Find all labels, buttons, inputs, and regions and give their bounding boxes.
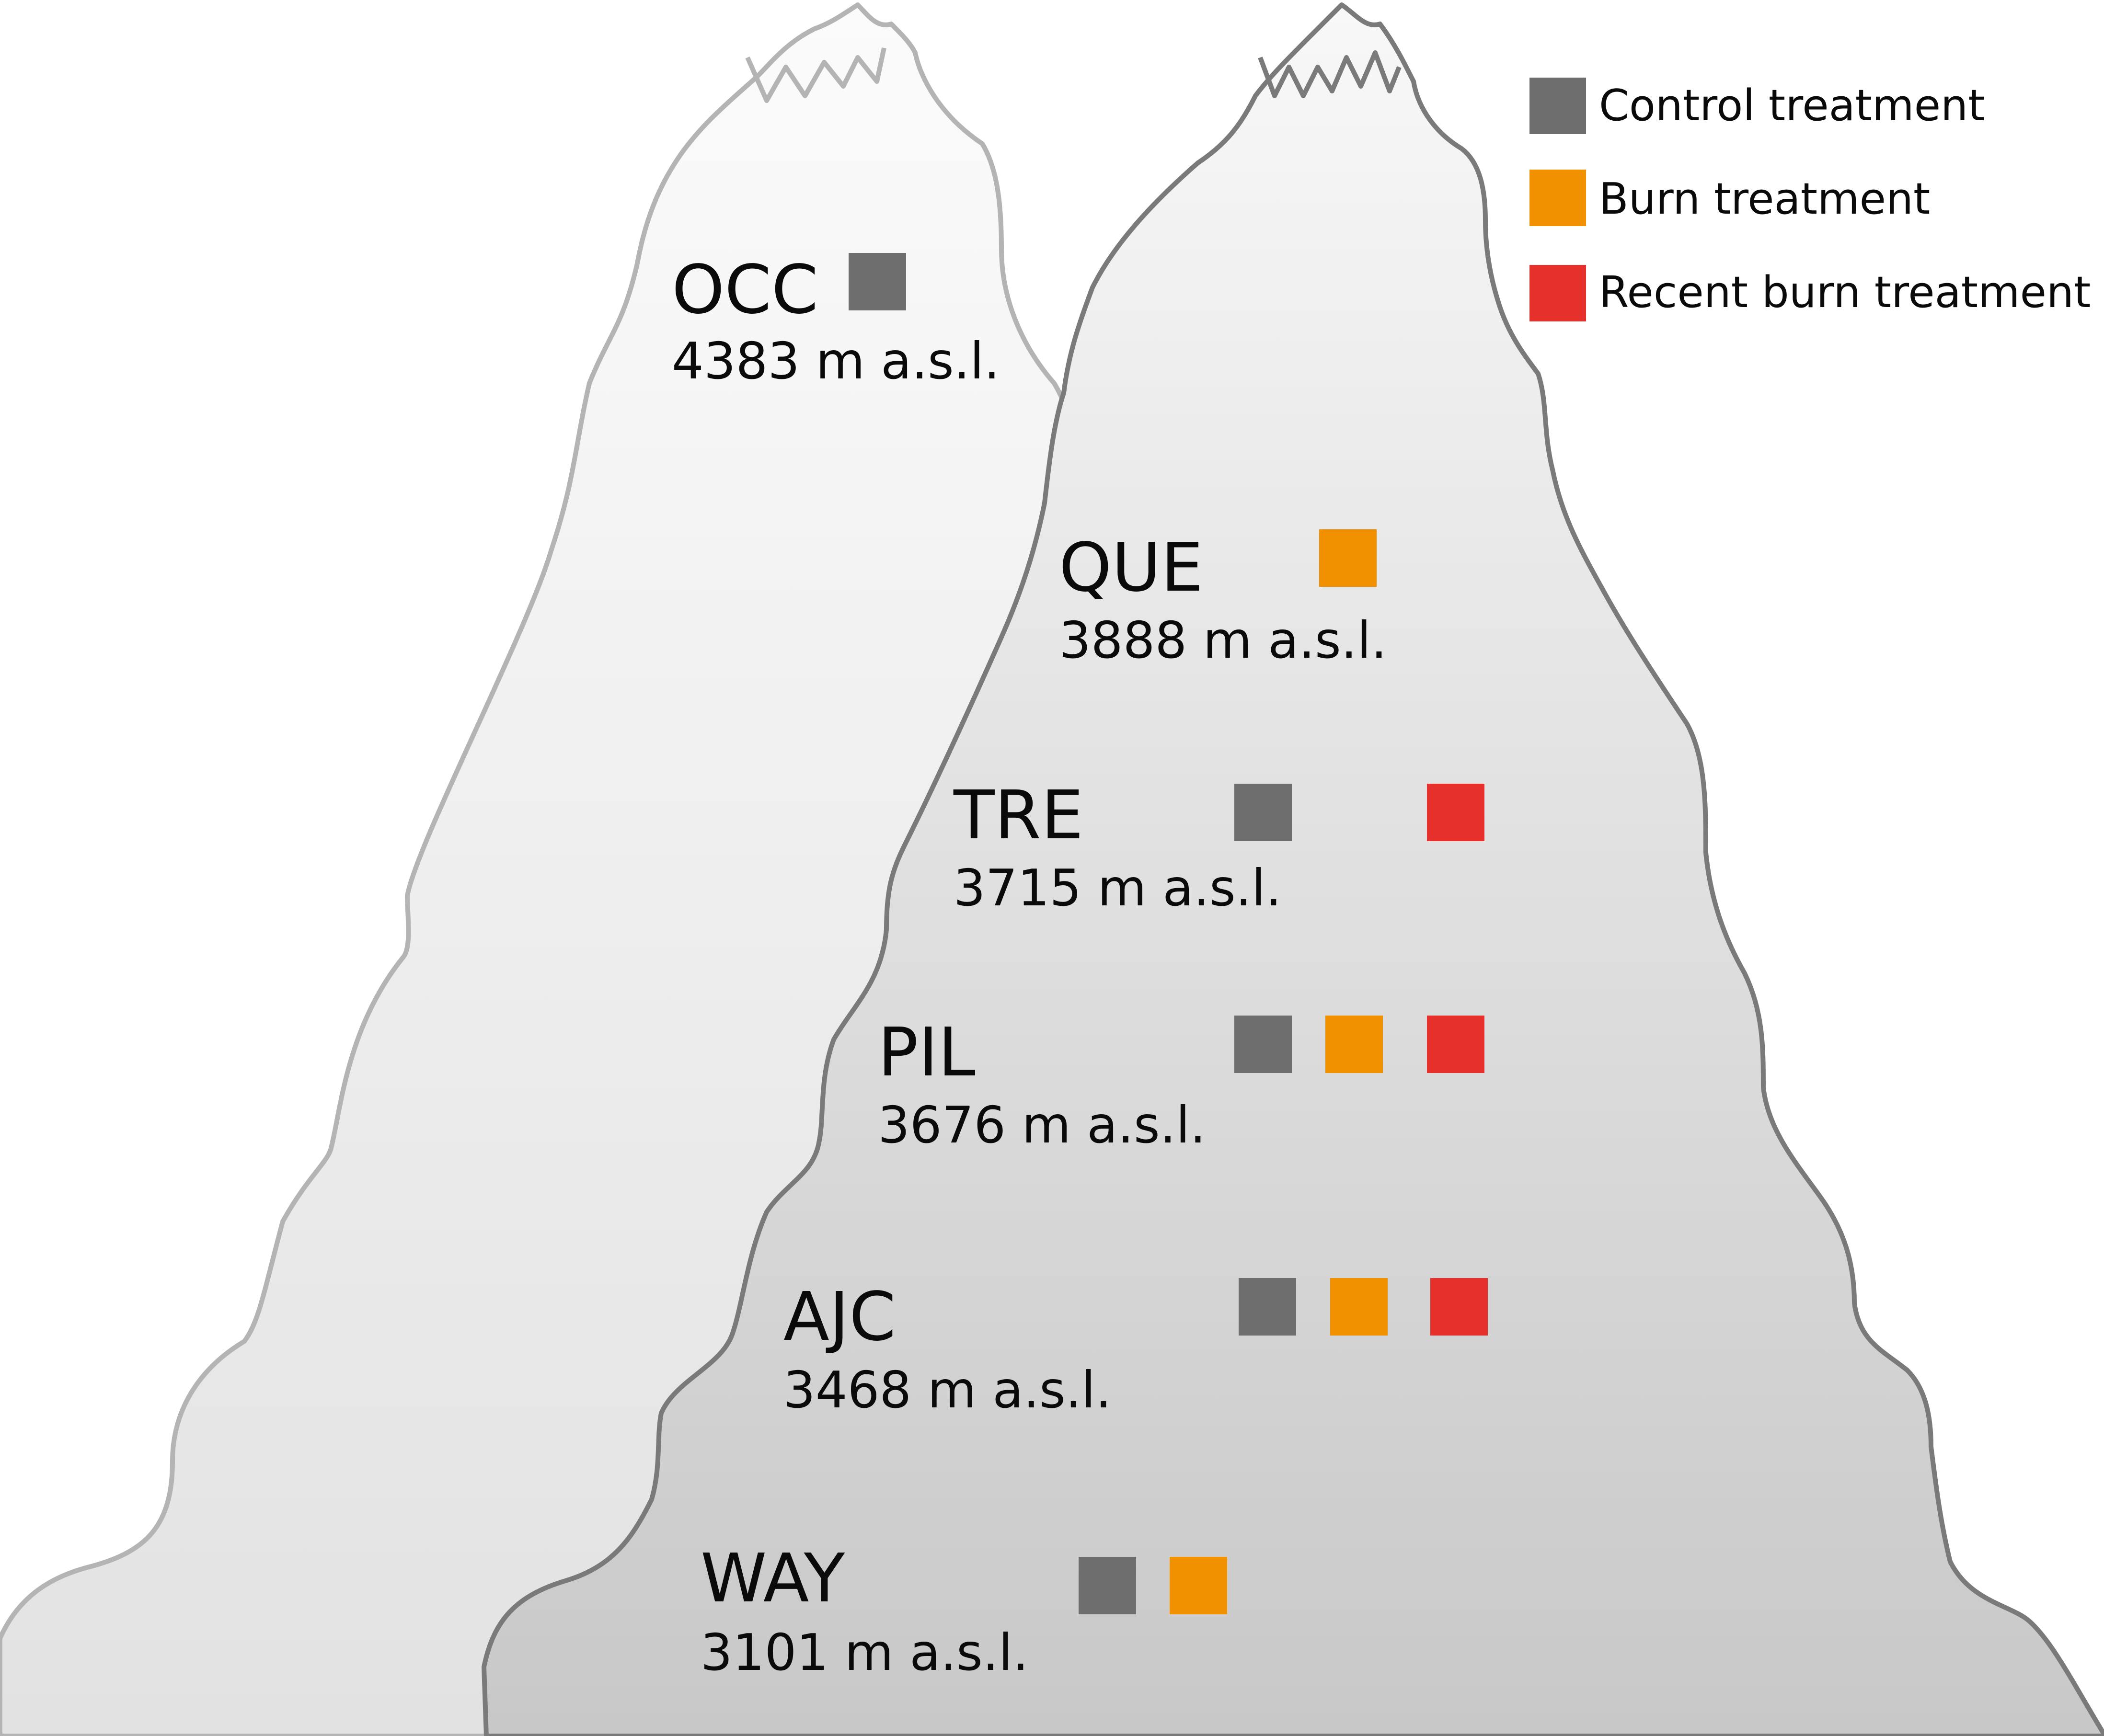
site-code-ajc: AJC xyxy=(783,1278,896,1356)
marker-tre-recent xyxy=(1427,784,1484,841)
legend-label-control: Control treatment xyxy=(1599,80,1985,131)
marker-que-burn xyxy=(1319,529,1377,587)
marker-way-burn xyxy=(1170,1557,1227,1614)
front-snowcap xyxy=(1258,50,1402,98)
site-code-pil: PIL xyxy=(878,1014,976,1092)
back-snowcap xyxy=(745,47,886,103)
marker-tre-control xyxy=(1234,784,1292,841)
marker-ajc-burn xyxy=(1330,1278,1388,1336)
legend-swatch-recent xyxy=(1529,265,1586,321)
site-code-occ: OCC xyxy=(672,251,818,329)
site-code-tre: TRE xyxy=(954,777,1084,855)
marker-ajc-control xyxy=(1239,1278,1296,1336)
site-elevation-occ: 4383 m a.s.l. xyxy=(672,332,1000,390)
site-code-que: QUE xyxy=(1059,529,1204,607)
marker-pil-control xyxy=(1234,1016,1292,1073)
site-elevation-tre: 3715 m a.s.l. xyxy=(954,859,1282,917)
marker-ajc-recent xyxy=(1430,1278,1488,1336)
marker-pil-recent xyxy=(1427,1016,1484,1073)
site-elevation-way: 3101 m a.s.l. xyxy=(701,1623,1029,1682)
site-elevation-pil: 3676 m a.s.l. xyxy=(878,1096,1206,1154)
site-code-way: WAY xyxy=(701,1540,845,1618)
marker-pil-burn xyxy=(1325,1016,1383,1073)
marker-way-control xyxy=(1079,1557,1136,1614)
marker-occ-control xyxy=(849,253,906,310)
legend-label-burn: Burn treatment xyxy=(1599,174,1931,224)
site-elevation-ajc: 3468 m a.s.l. xyxy=(783,1361,1112,1419)
legend-swatch-control xyxy=(1529,78,1586,134)
legend-label-recent: Recent burn treatment xyxy=(1599,267,2091,318)
legend-swatch-burn xyxy=(1529,170,1586,226)
site-elevation-que: 3888 m a.s.l. xyxy=(1059,611,1387,670)
front-mountain xyxy=(482,2,2104,1736)
